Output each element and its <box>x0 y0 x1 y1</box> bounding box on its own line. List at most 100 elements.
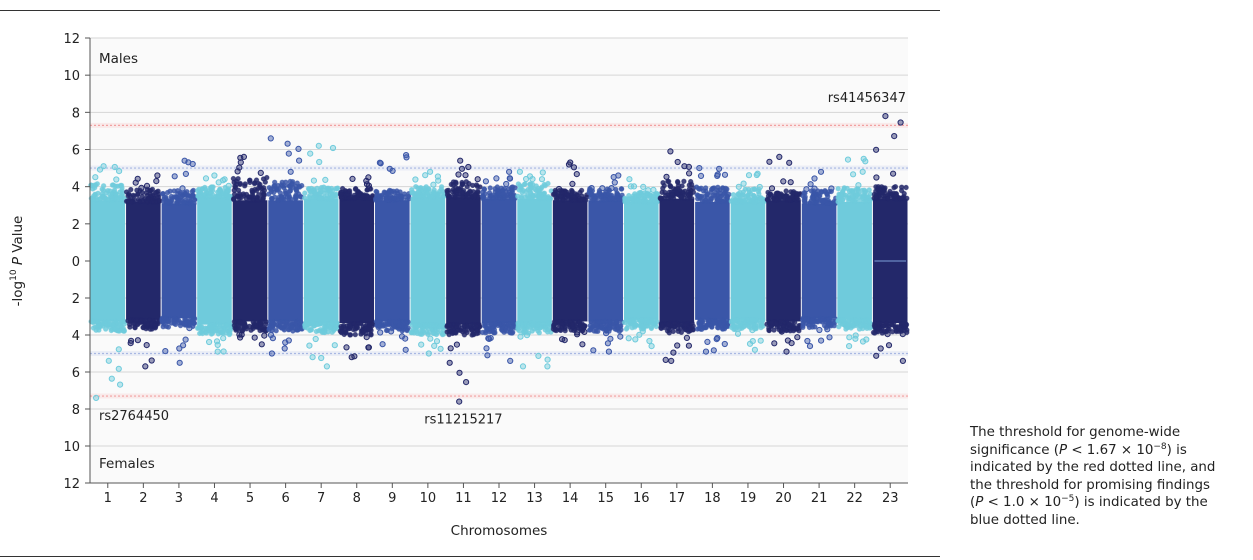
data-point <box>447 322 453 328</box>
top-hit-point <box>258 341 265 348</box>
chromosome-core <box>695 201 730 320</box>
data-point <box>626 319 633 325</box>
caption-line-2: significance (P < 1.67 × 10−8) is <box>970 441 1187 458</box>
data-point <box>466 180 472 187</box>
x-tick-label: 13 <box>526 491 543 506</box>
y-tick-label: 6 <box>72 144 80 159</box>
data-point <box>444 188 450 194</box>
chromosome-core <box>446 197 481 325</box>
top-hit-point <box>710 347 717 354</box>
data-point <box>861 187 867 193</box>
chromosome-10-points <box>408 168 447 357</box>
x-tick-label: 18 <box>704 491 721 506</box>
top-hit-point <box>143 342 150 349</box>
data-point <box>572 191 578 197</box>
data-point <box>233 178 240 185</box>
panel-label-males: Males <box>99 51 138 67</box>
data-point <box>758 195 764 201</box>
data-point <box>849 189 856 195</box>
top-hit-point <box>544 363 551 370</box>
x-tick-label: 10 <box>420 491 437 506</box>
data-point <box>111 187 118 193</box>
data-point <box>402 320 409 326</box>
data-point <box>773 196 780 203</box>
data-point <box>456 187 463 193</box>
data-point <box>347 332 354 338</box>
data-point <box>417 322 423 328</box>
data-point <box>742 197 748 203</box>
y-tick-label: 2 <box>72 292 80 307</box>
data-point <box>586 327 593 333</box>
data-point <box>836 324 842 330</box>
top-hit-point <box>783 348 790 355</box>
top-hit-point <box>670 349 677 356</box>
top-hit-point <box>351 353 358 360</box>
top-hit-point <box>844 156 852 163</box>
top-hit-point <box>646 337 653 345</box>
chromosome-core <box>410 197 446 325</box>
data-point <box>749 186 756 193</box>
data-point <box>595 328 601 334</box>
data-point <box>596 319 602 325</box>
top-hit-point <box>96 166 104 173</box>
top-hit-point <box>610 174 617 181</box>
chromosome-1-points <box>88 163 128 401</box>
data-point <box>289 180 296 187</box>
data-point <box>598 324 604 331</box>
data-point <box>483 328 489 334</box>
data-point <box>643 197 649 204</box>
data-point <box>637 189 643 196</box>
top-hit-point <box>681 163 688 170</box>
data-point <box>175 197 182 203</box>
data-point <box>253 323 259 329</box>
data-point <box>209 323 215 329</box>
top-hit-point <box>574 329 581 336</box>
chromosome-core <box>197 197 232 325</box>
top-hit-point <box>221 176 228 183</box>
top-hit-point <box>132 179 139 186</box>
data-point <box>873 194 879 200</box>
top-hit-point <box>267 135 274 142</box>
data-point <box>333 185 339 192</box>
top-hit-point <box>403 154 410 161</box>
top-hit-point <box>430 181 437 188</box>
data-point <box>527 189 534 195</box>
data-point <box>854 191 861 198</box>
top-hit-point <box>751 346 759 353</box>
data-point <box>778 318 785 325</box>
data-point <box>135 196 142 203</box>
top-hit-point <box>434 173 441 180</box>
data-point <box>105 197 111 203</box>
top-hit-point <box>310 177 317 184</box>
data-point <box>259 319 265 325</box>
data-point <box>409 190 415 196</box>
top-hit-point <box>702 348 710 355</box>
data-point <box>824 191 830 197</box>
top-hit-point <box>412 176 419 183</box>
data-point <box>237 181 243 188</box>
x-tick-label: 15 <box>597 491 614 506</box>
data-point <box>558 327 564 334</box>
data-point <box>415 189 422 195</box>
top-hit-point <box>753 171 760 179</box>
data-point <box>892 184 899 190</box>
data-point <box>835 199 841 205</box>
data-point <box>377 324 383 330</box>
data-point <box>198 324 204 331</box>
data-point <box>353 323 360 329</box>
top-hit-point <box>862 158 869 165</box>
data-point <box>190 193 196 199</box>
top-hit-point <box>627 183 635 190</box>
data-point <box>503 193 509 200</box>
data-point <box>495 322 501 329</box>
data-point <box>839 193 845 199</box>
data-point <box>203 330 210 336</box>
data-point <box>469 332 475 338</box>
data-point <box>327 188 333 195</box>
data-point <box>111 195 117 202</box>
data-point <box>261 192 267 198</box>
data-point <box>802 195 808 202</box>
chromosome-9-points <box>372 152 412 353</box>
data-point <box>661 182 667 189</box>
